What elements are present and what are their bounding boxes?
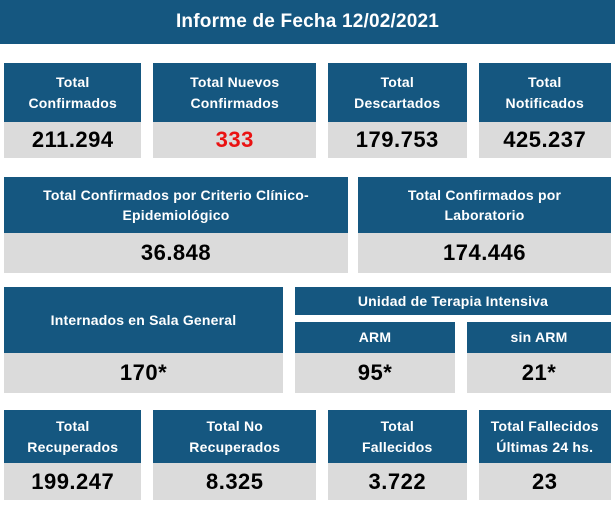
summary-row: Total Confirmados 211.294 Total Nuevos C…	[4, 63, 611, 158]
card-total-confirmados: Total Confirmados 211.294	[4, 63, 142, 158]
card-value: 170*	[4, 353, 283, 393]
card-value: 199.247	[4, 463, 142, 500]
card-total-no-recuperados: Total No Recuperados 8.325	[153, 410, 317, 500]
icu-columns: ARM 95* sin ARM 21*	[295, 322, 611, 393]
report-title-bar: Informe de Fecha 12/02/2021	[0, 0, 615, 44]
hospitalization-row: Internados en Sala General 170* Unidad d…	[4, 287, 611, 393]
card-header: Total Recuperados	[4, 410, 142, 463]
card-fallecidos-ultimas-24hs: Total Fallecidos Últimas 24 hs. 23	[478, 410, 611, 500]
card-header: Total Confirmados	[4, 63, 142, 122]
card-value: 174.446	[358, 233, 611, 273]
card-value: 3.722	[328, 463, 467, 500]
icu-group: Unidad de Terapia Intensiva ARM 95* sin …	[295, 287, 611, 393]
card-icu-arm: ARM 95*	[295, 322, 455, 393]
card-value: 425.237	[478, 122, 611, 158]
card-value: 179.753	[328, 122, 467, 158]
card-header: Total Nuevos Confirmados	[153, 63, 317, 122]
card-confirmados-criterio-clinico: Total Confirmados por Criterio Clínico- …	[4, 177, 348, 273]
card-header: Total No Recuperados	[153, 410, 317, 463]
card-value: 21*	[467, 353, 611, 393]
card-header: Total Confirmados por Criterio Clínico- …	[4, 177, 348, 233]
card-confirmados-laboratorio: Total Confirmados por Laboratorio 174.44…	[358, 177, 611, 273]
card-header: Total Fallecidos	[328, 410, 467, 463]
card-total-notificados: Total Notificados 425.237	[478, 63, 611, 158]
card-header: Internados en Sala General	[4, 287, 283, 353]
card-internados-sala-general: Internados en Sala General 170*	[4, 287, 283, 393]
card-total-nuevos-confirmados: Total Nuevos Confirmados 333	[153, 63, 317, 158]
card-value: 211.294	[4, 122, 142, 158]
card-value-alert: 333	[153, 122, 317, 158]
card-header: ARM	[295, 322, 455, 353]
card-header: Total Notificados	[478, 63, 611, 122]
card-total-fallecidos: Total Fallecidos 3.722	[328, 410, 467, 500]
outcomes-row: Total Recuperados 199.247 Total No Recup…	[4, 410, 611, 500]
card-value: 8.325	[153, 463, 317, 500]
icu-group-header: Unidad de Terapia Intensiva	[295, 287, 611, 315]
card-total-descartados: Total Descartados 179.753	[328, 63, 467, 158]
card-value: 95*	[295, 353, 455, 393]
card-value: 23	[478, 463, 611, 500]
card-header: Total Descartados	[328, 63, 467, 122]
criteria-row: Total Confirmados por Criterio Clínico- …	[4, 177, 611, 273]
card-total-recuperados: Total Recuperados 199.247	[4, 410, 142, 500]
card-icu-sin-arm: sin ARM 21*	[467, 322, 611, 393]
card-header: Total Fallecidos Últimas 24 hs.	[478, 410, 611, 463]
card-value: 36.848	[4, 233, 348, 273]
card-header: sin ARM	[467, 322, 611, 353]
card-header: Total Confirmados por Laboratorio	[358, 177, 611, 233]
report-title: Informe de Fecha 12/02/2021	[175, 11, 440, 32]
